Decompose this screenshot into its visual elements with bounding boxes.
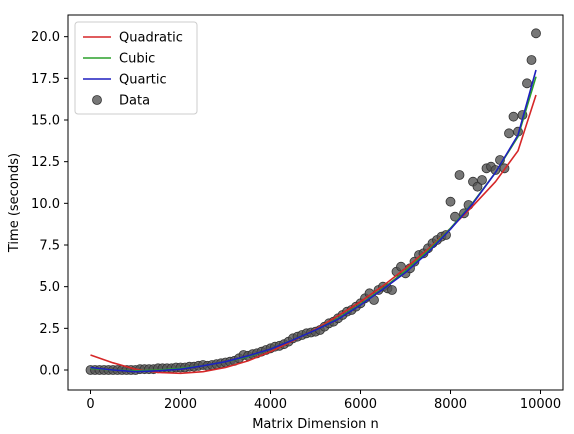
data-point (445, 196, 456, 207)
data-point (531, 28, 541, 39)
legend-label: Data (119, 94, 150, 109)
legend-label: Quartic (119, 73, 167, 88)
data-point (504, 128, 514, 139)
data-point (472, 181, 483, 192)
x-tick-label: 6000 (344, 397, 377, 412)
legend-label: Cubic (119, 52, 155, 67)
x-tick-label: 8000 (434, 397, 467, 412)
y-tick-label: 0.0 (39, 364, 60, 379)
legend-box (74, 21, 198, 115)
y-axis-label: Time (seconds) (7, 153, 22, 253)
y-tick-label: 7.5 (39, 239, 60, 254)
x-axis-ticks: 0 2000 4000 6000 8000 10000 (86, 390, 561, 412)
data-point (450, 211, 460, 222)
legend-swatch (92, 95, 102, 105)
data-point (387, 285, 397, 295)
data-point (508, 111, 519, 122)
data-point (522, 78, 532, 89)
y-tick-label: 5.0 (39, 280, 60, 295)
axes-frame (67, 14, 564, 391)
legend-label: Quadratic (119, 31, 183, 46)
x-tick-label: 10000 (520, 397, 561, 412)
y-tick-label: 17.5 (31, 72, 60, 87)
fit-lines (90, 69, 537, 375)
y-tick-label: 10.0 (31, 197, 60, 212)
x-tick-label: 2000 (164, 397, 197, 412)
y-tick-label: 2.5 (39, 322, 60, 337)
x-axis-label: Matrix Dimension n (252, 417, 379, 432)
x-tick-label: 4000 (254, 397, 287, 412)
y-axis-ticks: 0.0 2.5 5.0 7.5 10.0 12.5 15.0 17.5 20.0 (31, 30, 68, 379)
fit-line-quartic (90, 69, 537, 373)
y-tick-label: 20.0 (31, 30, 60, 45)
y-tick-label: 15.0 (31, 114, 60, 129)
x-tick-label: 0 (86, 397, 94, 412)
data-point (454, 170, 465, 180)
y-tick-label: 12.5 (31, 155, 60, 170)
legend: Quadratic Cubic Quartic Data (74, 21, 198, 115)
data-point (526, 55, 537, 65)
data-point (477, 175, 487, 185)
